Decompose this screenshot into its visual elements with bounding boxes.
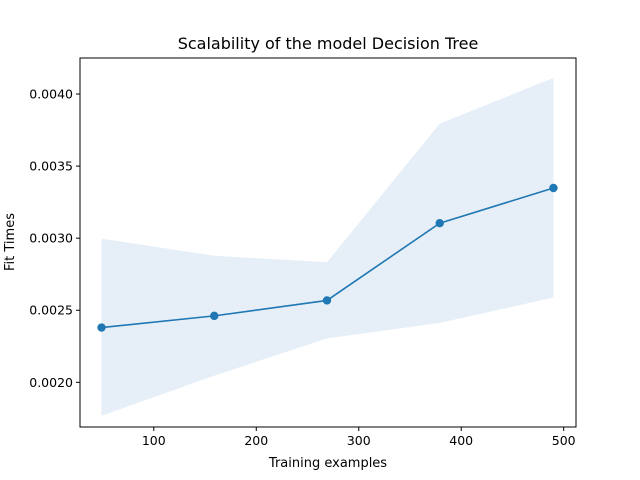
y-axis-label: Fit Times xyxy=(3,213,18,271)
y-tick-label: 0.0020 xyxy=(29,375,73,390)
y-tick-label: 0.0025 xyxy=(29,303,73,318)
data-point xyxy=(97,323,106,332)
x-tick-label: 100 xyxy=(142,433,166,448)
plot-layer xyxy=(97,77,558,416)
chart-title: Scalability of the model Decision Tree xyxy=(178,34,479,53)
data-point xyxy=(435,218,444,228)
x-tick-label: 500 xyxy=(552,433,576,448)
x-tick-label: 300 xyxy=(347,433,371,448)
x-tick-label: 200 xyxy=(244,433,268,448)
confidence-band xyxy=(101,77,554,416)
data-point xyxy=(322,296,332,305)
y-tick-label: 0.0030 xyxy=(29,231,73,246)
x-tick-label: 400 xyxy=(449,433,473,448)
x-axis-label: Training examples xyxy=(268,456,387,471)
plot-area-frame xyxy=(79,57,577,428)
y-tick-label: 0.0035 xyxy=(29,159,73,174)
y-axis: 0.0020 0.0025 0.0030 0.0035 0.0040 xyxy=(29,87,80,390)
y-tick-label: 0.0040 xyxy=(29,87,73,102)
data-point xyxy=(549,183,558,193)
x-axis: 100 200 300 400 500 xyxy=(142,427,576,448)
data-point xyxy=(210,311,219,321)
